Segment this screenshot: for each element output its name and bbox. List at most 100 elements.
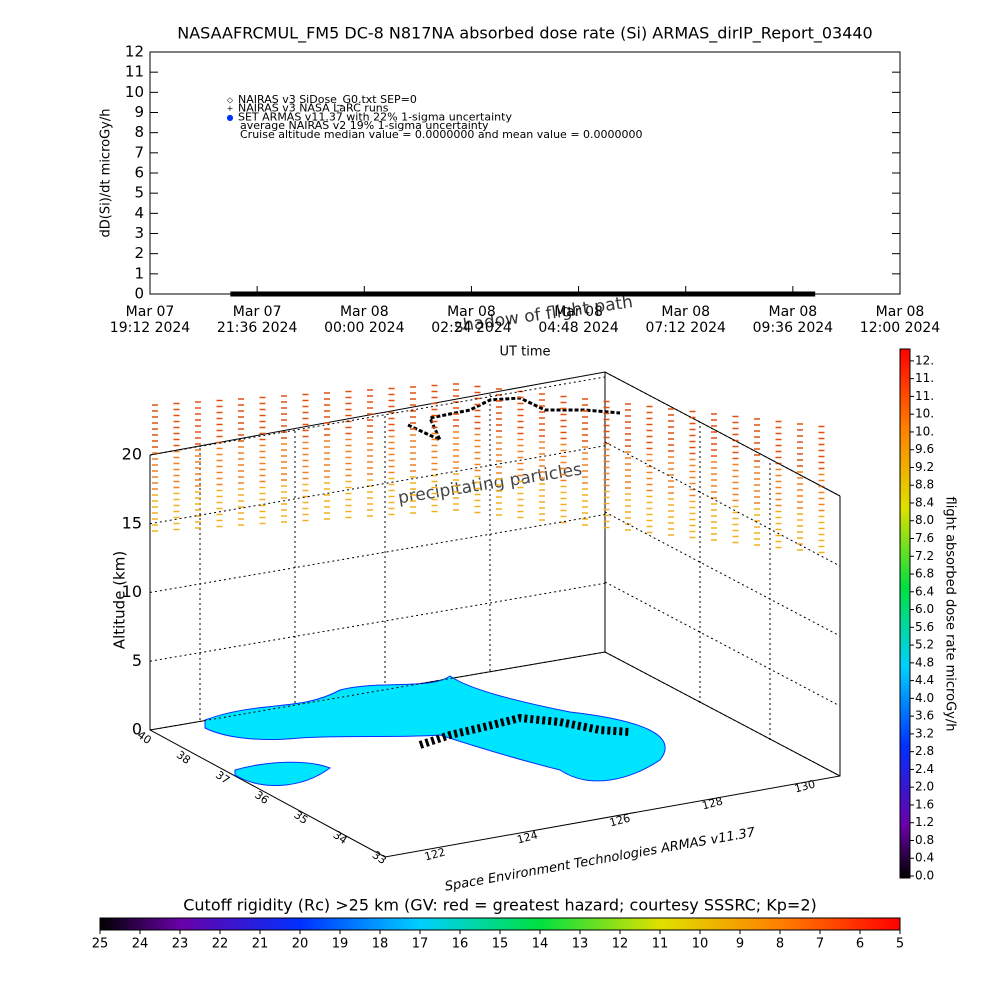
x-tick-label: Mar 08 (661, 304, 710, 320)
legend-entry: average NAIRAS v2 19% 1-sigma uncertaint… (240, 119, 489, 132)
y-tick-label: 1 (134, 264, 144, 282)
colorbar-tick-label: 11. (915, 371, 934, 385)
colorbar-tick-label: 12 (612, 937, 629, 952)
y-tick-label: 0 (134, 285, 144, 303)
y-tick-label: 11 (125, 63, 144, 81)
colorbar-tick-label: 1.2 (915, 815, 934, 829)
colorbar-tick-label: 17 (412, 937, 429, 952)
colorbar-title: flight absorbed dose rate microGy/h (943, 497, 958, 732)
annotation: Space Environment Technologies ARMAS v11… (444, 825, 757, 895)
colorbar-tick-label: 23 (172, 937, 189, 952)
grid-line (604, 511, 841, 637)
lon-tick-label: 126 (608, 812, 632, 830)
colorbar-tick-label: 0.4 (915, 851, 934, 865)
colorbar-tick-label: 10. (915, 407, 934, 421)
x-axis-label: UT time (500, 345, 551, 360)
colorbar-tick-label: 5 (896, 937, 904, 952)
grid-line (604, 651, 841, 777)
colorbar-tick-label: 5.6 (915, 620, 934, 634)
colorbar-tick-label: 9.2 (915, 460, 934, 474)
colorbar-title: Cutoff rigidity (Rc) >25 km (GV: red = g… (183, 896, 817, 915)
lat-tick-label: 34 (331, 828, 350, 847)
x-tick-label: Mar 08 (340, 304, 389, 320)
x-tick-label: 07:12 2024 (645, 320, 726, 336)
grid-line (604, 371, 841, 497)
colorbar-tick-label: 9.6 (915, 442, 934, 456)
legend-entry: NAIRAS v3 NASA LaRC runs (238, 102, 389, 115)
colorbar-tick-label: 4.0 (915, 691, 934, 705)
colorbar-tick-label: 0.8 (915, 833, 934, 847)
colorbar-tick-label: 15 (492, 937, 509, 952)
colorbar-tick-label: 0.0 (915, 869, 934, 883)
colorbar-tick-label: 11 (652, 937, 669, 952)
colorbar-tick-label: 7.6 (915, 531, 934, 545)
plot-frame (149, 51, 901, 295)
colorbar-tick-label: 22 (212, 937, 229, 952)
y-axis-label: dD(Si)/dt microGy/h (99, 109, 114, 238)
colorbar-tick-label: 16 (452, 937, 469, 952)
y-tick-label: 3 (134, 224, 144, 242)
z-tick-label: 0 (132, 720, 142, 739)
x-tick-label: Mar 08 (769, 304, 818, 320)
colorbar (899, 348, 911, 879)
lon-tick-label: 122 (423, 846, 447, 864)
y-tick-label: 10 (125, 83, 144, 101)
flight-path-shadow (407, 396, 621, 444)
colorbar-tick-label: 2.8 (915, 744, 934, 758)
lon-tick-label: 130 (793, 778, 817, 796)
x-tick-label: 21:36 2024 (217, 320, 298, 336)
colorbar-tick-label: 6.0 (915, 602, 934, 616)
colorbar-tick-label: 4.4 (915, 673, 934, 687)
y-tick-label: 12 (125, 43, 144, 61)
colorbar-tick-label: 5.2 (915, 638, 934, 652)
colorbar-tick-label: 1.6 (915, 797, 934, 811)
colorbar-tick-label: 7 (816, 937, 824, 952)
colorbar-tick-label: 8.8 (915, 478, 934, 492)
colorbar-tick-label: 2.0 (915, 780, 934, 794)
x-tick-label: 02:24 2024 (431, 320, 512, 336)
grid-line (149, 514, 606, 593)
colorbar-tick-label: 24 (132, 937, 149, 952)
grid (199, 393, 771, 740)
colorbar-tick-label: 13 (572, 937, 589, 952)
y-tick-label: 5 (134, 184, 144, 202)
colorbar-tick-label: 8 (776, 937, 784, 952)
x-tick-label: Mar 08 (447, 304, 496, 320)
x-tick-label: 19:12 2024 (110, 320, 191, 336)
colorbar-tick-label: 25 (92, 937, 109, 952)
colorbar-tick-label: 2.4 (915, 762, 934, 776)
lat-tick-label: 33 (370, 848, 389, 867)
colorbar-tick-label: 11. (915, 389, 934, 403)
grid-line (149, 651, 606, 731)
colorbar-tick-label: 14 (532, 937, 549, 952)
colorbar (99, 917, 901, 931)
colorbar-tick-label: 3.2 (915, 726, 934, 740)
y-tick-label: 9 (134, 103, 144, 121)
grid-line (149, 376, 606, 456)
colorbar-tick-label: 12. (915, 353, 934, 367)
y-tick-label: 8 (134, 123, 144, 141)
lon-tick-label: 124 (516, 829, 540, 847)
legend-symbol: ◇ (227, 96, 234, 105)
x-tick-label: Mar 08 (876, 304, 925, 320)
x-tick-label: Mar 08 (554, 304, 603, 320)
colorbar-tick-label: 21 (252, 937, 269, 952)
grid-line (604, 581, 841, 707)
lat-tick-label: 38 (174, 748, 193, 767)
colorbar-tick-label: 3.6 (915, 709, 934, 723)
x-tick-label: Mar 07 (233, 304, 282, 320)
colorbar-tick-label: 18 (372, 937, 389, 952)
colorbar-tick-label: 8.0 (915, 513, 934, 527)
colorbar-tick-label: 10 (692, 937, 709, 952)
colorbar-tick-label: 9 (736, 937, 744, 952)
y-tick-label: 2 (134, 244, 144, 262)
colorbar-tick-label: 8.4 (915, 495, 934, 509)
box (149, 371, 841, 858)
colorbar-tick-label: 6 (856, 937, 864, 952)
x-tick-label: 04:48 2024 (538, 320, 619, 336)
legend-symbol: ● (227, 113, 234, 122)
z-tick-label: 15 (122, 513, 142, 532)
lat-tick-label: 35 (291, 808, 310, 827)
y-tick-label: 6 (134, 164, 144, 182)
